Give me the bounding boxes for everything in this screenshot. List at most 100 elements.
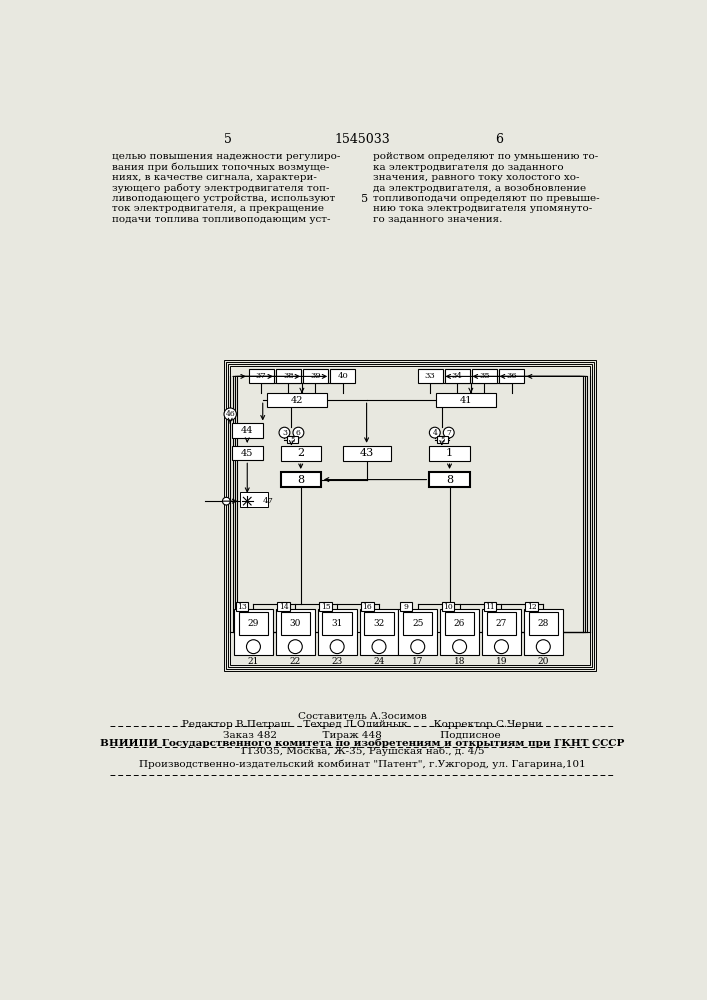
Bar — [281, 472, 321, 487]
Text: 7: 7 — [446, 429, 451, 437]
Bar — [317, 609, 356, 655]
Text: 1545033: 1545033 — [334, 133, 390, 146]
Text: 44: 44 — [241, 426, 254, 435]
Text: 21: 21 — [247, 657, 259, 666]
Bar — [364, 612, 394, 635]
Text: подачи топлива топливоподающим уст-: подачи топлива топливоподающим уст- — [112, 215, 330, 224]
Bar — [482, 609, 521, 655]
Bar — [281, 612, 310, 635]
Bar — [232, 423, 263, 438]
Bar — [429, 472, 469, 487]
Text: 30: 30 — [290, 619, 301, 628]
Text: 16: 16 — [363, 603, 373, 611]
Text: 39: 39 — [310, 372, 321, 380]
Text: да электродвигателя, а возобновление: да электродвигателя, а возобновление — [373, 184, 586, 193]
Bar — [224, 360, 596, 671]
Text: 8: 8 — [297, 475, 304, 485]
Text: 35: 35 — [479, 372, 490, 380]
Text: 1: 1 — [446, 448, 453, 458]
Text: 25: 25 — [412, 619, 423, 628]
Bar — [400, 602, 412, 611]
Circle shape — [293, 427, 304, 438]
Text: 36: 36 — [506, 372, 517, 380]
Bar — [429, 446, 469, 461]
Text: 37: 37 — [256, 372, 267, 380]
Text: 4: 4 — [433, 429, 437, 437]
Circle shape — [224, 408, 236, 420]
Text: ка электродвигателя до заданного: ка электродвигателя до заданного — [373, 163, 563, 172]
Bar — [524, 609, 563, 655]
Bar — [281, 446, 321, 461]
Bar — [232, 446, 263, 460]
Bar — [287, 436, 298, 443]
Text: 18: 18 — [454, 657, 465, 666]
Text: ниях, в качестве сигнала, характери-: ниях, в качестве сигнала, характери- — [112, 173, 317, 182]
Bar — [303, 369, 328, 383]
Bar — [276, 369, 300, 383]
Circle shape — [537, 640, 550, 654]
Text: 12: 12 — [527, 603, 537, 611]
Text: 24: 24 — [373, 657, 385, 666]
Text: 27: 27 — [496, 619, 507, 628]
Circle shape — [247, 640, 260, 654]
Text: Составитель А.Зосимов: Составитель А.Зосимов — [298, 712, 426, 721]
Circle shape — [330, 640, 344, 654]
Bar — [235, 602, 248, 611]
Bar — [472, 369, 497, 383]
Bar — [322, 612, 352, 635]
Text: 29: 29 — [247, 619, 259, 628]
Bar — [277, 602, 290, 611]
Text: Заказ 482              Тираж 448                  Подписное: Заказ 482 Тираж 448 Подписное — [223, 732, 501, 740]
Text: 20: 20 — [537, 657, 549, 666]
Text: 11: 11 — [485, 603, 495, 611]
Text: 22: 22 — [290, 657, 301, 666]
Text: зующего работу электродвигателя топ-: зующего работу электродвигателя топ- — [112, 184, 329, 193]
Circle shape — [223, 497, 230, 505]
Text: 42: 42 — [291, 396, 303, 405]
Text: 41: 41 — [460, 396, 472, 405]
Text: 9: 9 — [404, 603, 409, 611]
Text: топливоподачи определяют по превыше-: топливоподачи определяют по превыше- — [373, 194, 600, 203]
Bar — [343, 446, 391, 461]
Bar — [418, 369, 443, 383]
Bar — [403, 612, 433, 635]
Text: 15: 15 — [321, 603, 330, 611]
Circle shape — [411, 640, 425, 654]
Circle shape — [372, 640, 386, 654]
Bar — [267, 393, 327, 407]
Text: Производственно-издательский комбинат "Патент", г.Ужгород, ул. Гагарина,101: Производственно-издательский комбинат "П… — [139, 760, 585, 769]
Text: 5: 5 — [440, 436, 445, 444]
Text: ВНИИПИ Государственного комитета по изобретениям и открытиям при ГКНТ СССР: ВНИИПИ Государственного комитета по изоб… — [100, 739, 624, 748]
Bar — [529, 612, 558, 635]
Text: значения, равного току холостого хо-: значения, равного току холостого хо- — [373, 173, 579, 182]
Text: 19: 19 — [496, 657, 507, 666]
Text: 34: 34 — [452, 372, 462, 380]
Text: 10: 10 — [443, 603, 453, 611]
Text: 13: 13 — [237, 603, 247, 611]
Text: целью повышения надежности регулиро-: целью повышения надежности регулиро- — [112, 152, 340, 161]
Text: 5: 5 — [361, 194, 368, 204]
Bar — [320, 602, 332, 611]
Text: 38: 38 — [283, 372, 293, 380]
Bar — [445, 369, 469, 383]
Text: 47: 47 — [263, 497, 274, 505]
Bar — [228, 364, 592, 667]
Text: 33: 33 — [425, 372, 436, 380]
Bar — [361, 602, 373, 611]
Text: 26: 26 — [454, 619, 465, 628]
Bar — [234, 609, 273, 655]
Text: ливоподающего устройства, используют: ливоподающего устройства, используют — [112, 194, 335, 203]
Text: 6: 6 — [296, 429, 301, 437]
Bar — [436, 393, 496, 407]
Text: 113035, Москва, Ж-35, Раушская наб., д. 4/5: 113035, Москва, Ж-35, Раушская наб., д. … — [240, 747, 484, 756]
Text: вания при больших топочных возмуще-: вания при больших топочных возмуще- — [112, 163, 329, 172]
Bar — [398, 609, 437, 655]
Text: 6: 6 — [495, 133, 503, 146]
Bar — [276, 609, 315, 655]
Text: 28: 28 — [537, 619, 549, 628]
Text: го заданного значения.: го заданного значения. — [373, 215, 502, 224]
Text: 17: 17 — [412, 657, 423, 666]
Bar — [445, 612, 474, 635]
Bar — [249, 369, 274, 383]
Circle shape — [288, 640, 303, 654]
